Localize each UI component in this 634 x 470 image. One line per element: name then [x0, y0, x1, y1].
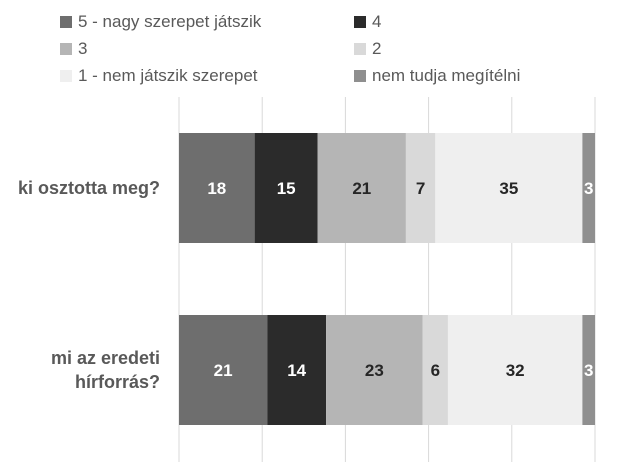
bar-segment — [267, 315, 327, 425]
data-label: 32 — [506, 361, 525, 380]
legend-swatch — [354, 70, 366, 82]
bar-segment — [405, 133, 436, 243]
data-label: 21 — [214, 361, 233, 380]
bar-segment — [179, 315, 268, 425]
legend-item: 2 — [354, 37, 381, 61]
data-label: 6 — [431, 361, 440, 380]
data-label: 3 — [584, 361, 593, 380]
bar-segment — [317, 133, 406, 243]
legend-swatch — [354, 43, 366, 55]
data-label: 35 — [499, 179, 518, 198]
data-label: 7 — [416, 179, 425, 198]
bar-segment — [435, 133, 583, 243]
legend-item: 1 - nem játszik szerepet — [60, 64, 258, 88]
legend-item: 3 — [60, 37, 87, 61]
category-label: ki osztotta meg? — [18, 178, 160, 198]
legend: 5 - nagy szerepet játszik 4 3 2 1 - nem játs… — [0, 0, 634, 92]
bar-segment — [254, 133, 318, 243]
category-label: mi az eredeti hírforrás? — [51, 348, 160, 392]
legend-item: 5 - nagy szerepet játszik — [60, 10, 261, 34]
legend-label: 1 - nem játszik szerepet — [78, 66, 258, 85]
data-label: 21 — [352, 179, 371, 198]
legend-swatch — [354, 16, 366, 28]
data-label: 14 — [287, 361, 306, 380]
legend-item: 4 — [354, 10, 381, 34]
bar-segment — [326, 315, 423, 425]
legend-label: 3 — [78, 39, 88, 58]
data-label: 23 — [365, 361, 384, 380]
bar-segment — [422, 315, 448, 425]
data-label: 3 — [584, 179, 593, 198]
bar-segment — [582, 133, 595, 243]
data-label: 18 — [207, 179, 226, 198]
data-label: 15 — [277, 179, 296, 198]
bar-segment — [447, 315, 583, 425]
bar-segment — [582, 315, 595, 425]
bar-segment — [179, 133, 255, 243]
legend-label: 2 — [372, 39, 382, 58]
legend-item: nem tudja megítélni — [354, 64, 520, 88]
legend-swatch — [60, 16, 72, 28]
legend-swatch — [60, 43, 72, 55]
legend-label: nem tudja megítélni — [372, 66, 521, 85]
legend-label: 5 - nagy szerepet játszik — [78, 12, 262, 31]
legend-swatch — [60, 70, 72, 82]
legend-label: 4 — [372, 12, 382, 31]
